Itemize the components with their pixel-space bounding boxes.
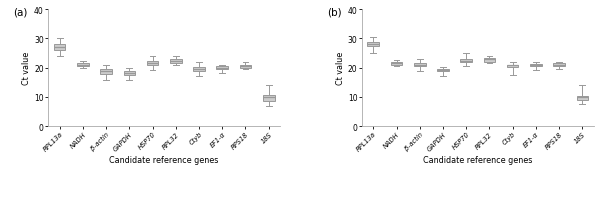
PathPatch shape [124, 72, 135, 76]
Y-axis label: Ct value: Ct value [22, 52, 31, 85]
Text: (a): (a) [13, 8, 28, 18]
PathPatch shape [367, 43, 379, 47]
PathPatch shape [100, 70, 112, 74]
PathPatch shape [553, 64, 565, 67]
PathPatch shape [170, 60, 182, 64]
PathPatch shape [77, 64, 89, 67]
PathPatch shape [263, 96, 275, 102]
PathPatch shape [530, 65, 542, 67]
PathPatch shape [54, 45, 65, 50]
X-axis label: Candidate reference genes: Candidate reference genes [109, 155, 219, 164]
PathPatch shape [460, 60, 472, 63]
PathPatch shape [193, 68, 205, 71]
PathPatch shape [391, 63, 403, 65]
PathPatch shape [437, 70, 449, 72]
Text: (b): (b) [327, 8, 341, 18]
PathPatch shape [484, 59, 495, 62]
Y-axis label: Ct value: Ct value [336, 52, 345, 85]
PathPatch shape [147, 62, 158, 66]
PathPatch shape [239, 65, 251, 68]
PathPatch shape [414, 64, 425, 67]
PathPatch shape [507, 65, 518, 68]
X-axis label: Candidate reference genes: Candidate reference genes [423, 155, 533, 164]
PathPatch shape [217, 67, 228, 70]
PathPatch shape [577, 97, 588, 100]
